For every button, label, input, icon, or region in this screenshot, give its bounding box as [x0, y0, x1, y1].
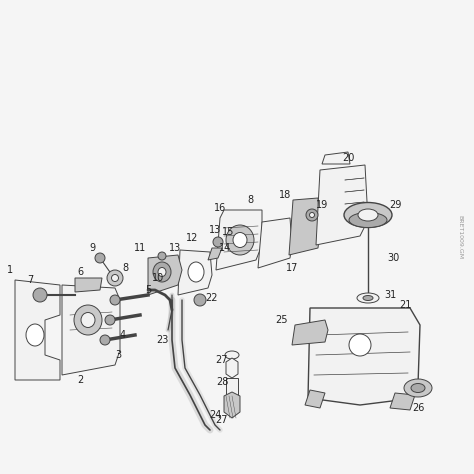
Text: 26: 26 [412, 403, 424, 413]
Ellipse shape [310, 212, 315, 218]
Text: 31: 31 [384, 290, 396, 300]
Polygon shape [208, 248, 222, 260]
Polygon shape [226, 358, 238, 378]
Text: 16: 16 [214, 203, 226, 213]
Text: 24: 24 [209, 410, 221, 420]
Ellipse shape [33, 288, 47, 302]
Ellipse shape [110, 295, 120, 305]
Polygon shape [148, 255, 182, 295]
Text: 27: 27 [216, 355, 228, 365]
Ellipse shape [74, 305, 102, 335]
Polygon shape [322, 152, 350, 164]
Text: BRET1009.GM: BRET1009.GM [457, 215, 463, 259]
Ellipse shape [344, 202, 392, 228]
Polygon shape [390, 393, 415, 410]
Ellipse shape [213, 237, 223, 247]
Text: 8: 8 [122, 263, 128, 273]
Text: 29: 29 [389, 200, 401, 210]
Text: 10: 10 [152, 273, 164, 283]
Polygon shape [178, 250, 212, 295]
Text: 3: 3 [115, 350, 121, 360]
Ellipse shape [357, 293, 379, 303]
Text: 20: 20 [342, 153, 354, 163]
Ellipse shape [404, 379, 432, 397]
Text: 8: 8 [247, 195, 253, 205]
Ellipse shape [158, 267, 166, 276]
Ellipse shape [225, 351, 239, 359]
Text: 9: 9 [89, 243, 95, 253]
Text: 22: 22 [206, 293, 218, 303]
Ellipse shape [107, 270, 123, 286]
Text: 6: 6 [77, 267, 83, 277]
Ellipse shape [153, 262, 171, 282]
Text: 15: 15 [222, 227, 234, 237]
Ellipse shape [26, 324, 44, 346]
Text: 28: 28 [216, 377, 228, 387]
Polygon shape [15, 280, 60, 380]
Text: 5: 5 [145, 285, 151, 295]
Text: 19: 19 [316, 200, 328, 210]
Text: 1: 1 [7, 265, 13, 275]
Ellipse shape [111, 274, 118, 282]
Text: 17: 17 [286, 263, 298, 273]
Ellipse shape [95, 253, 105, 263]
Text: 2: 2 [77, 375, 83, 385]
Polygon shape [289, 198, 320, 255]
Polygon shape [216, 210, 262, 270]
Ellipse shape [105, 315, 115, 325]
Text: 11: 11 [134, 243, 146, 253]
Ellipse shape [188, 262, 204, 282]
Text: 12: 12 [186, 233, 198, 243]
Ellipse shape [158, 252, 166, 260]
Polygon shape [62, 285, 120, 375]
Polygon shape [292, 320, 328, 345]
Ellipse shape [349, 212, 387, 228]
Ellipse shape [306, 209, 318, 221]
Polygon shape [305, 390, 325, 408]
Polygon shape [308, 308, 420, 405]
Ellipse shape [411, 383, 425, 392]
Text: 30: 30 [387, 253, 399, 263]
Text: 14: 14 [219, 243, 231, 253]
Polygon shape [316, 165, 368, 245]
Ellipse shape [194, 294, 206, 306]
Text: 13: 13 [169, 243, 181, 253]
Ellipse shape [358, 209, 378, 221]
Text: 13: 13 [209, 225, 221, 235]
Ellipse shape [226, 225, 254, 255]
Text: 4: 4 [120, 330, 126, 340]
Text: 18: 18 [279, 190, 291, 200]
Polygon shape [75, 278, 102, 292]
Polygon shape [258, 218, 292, 268]
Text: 23: 23 [156, 335, 168, 345]
Text: 27: 27 [216, 415, 228, 425]
Ellipse shape [349, 334, 371, 356]
Ellipse shape [363, 295, 373, 301]
Ellipse shape [81, 312, 95, 328]
Polygon shape [224, 392, 240, 418]
Text: 7: 7 [27, 275, 33, 285]
Text: 21: 21 [399, 300, 411, 310]
Ellipse shape [233, 233, 247, 247]
Text: 25: 25 [276, 315, 288, 325]
Bar [226, 378, 238, 396]
Ellipse shape [100, 335, 110, 345]
